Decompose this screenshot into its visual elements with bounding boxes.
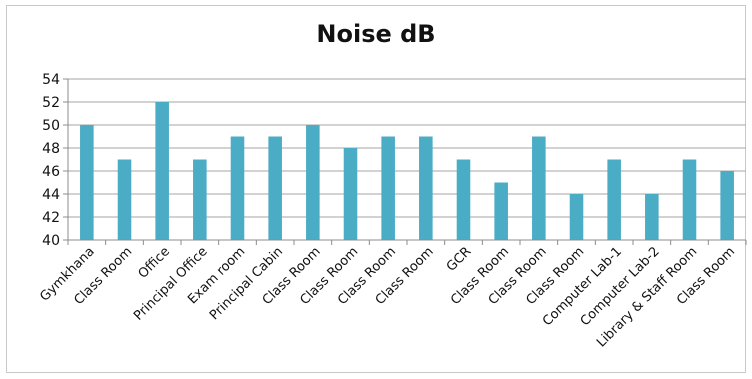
bars [80,102,734,240]
bar [419,136,433,240]
y-tick-label: 54 [42,72,60,88]
y-tick-label: 42 [42,210,60,226]
bar [569,194,584,240]
bar [155,102,169,240]
bar [343,148,358,240]
y-tick-label: 46 [42,164,60,180]
y-tick-label: 50 [42,118,60,134]
y-tick-label: 40 [42,233,60,249]
bar [381,136,395,240]
bar [193,159,207,240]
chart-title: Noise dB [316,20,436,48]
bar [230,136,245,240]
bar [268,136,282,240]
y-tick-label: 48 [42,141,60,157]
bar [306,125,320,240]
bar [117,159,132,240]
bar [682,159,697,240]
bar [456,159,471,240]
bar [80,125,94,240]
bar [494,182,508,240]
axes [63,78,747,245]
y-axis-tick-labels: 40 42 44 46 48 50 52 54 [42,72,60,249]
x-category-label: GCR [444,244,475,275]
bar [645,194,659,240]
bar [720,171,734,240]
gridlines [68,78,746,241]
y-tick-label: 52 [42,95,60,111]
bar [532,136,546,240]
bar [607,159,621,240]
y-tick-label: 44 [42,187,60,203]
